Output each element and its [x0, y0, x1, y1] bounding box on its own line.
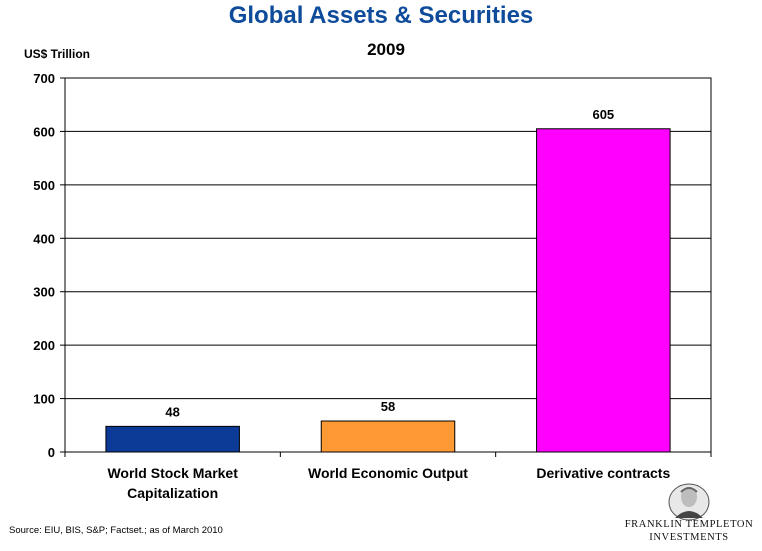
y-tick-label: 500	[33, 178, 55, 193]
y-tick-label: 200	[33, 338, 55, 353]
chart-title: Global Assets & Securities	[228, 2, 534, 29]
bar-chart: 0 100 200 300 400 500 600 700 48 World Stock Mark…	[33, 71, 712, 501]
x-category-label: World Economic Output	[308, 465, 468, 481]
x-category-label: Capitalization	[127, 485, 218, 501]
y-tick-label: 700	[33, 71, 55, 86]
y-tick-label: 600	[33, 124, 55, 139]
logo-text-line1: FRANKLIN TEMPLETON	[624, 519, 754, 530]
y-tick-label: 100	[33, 392, 55, 407]
chart-subtitle: 2009	[367, 40, 405, 59]
y-tick-label: 0	[48, 445, 55, 460]
data-label: 58	[381, 399, 395, 414]
y-tick-label: 400	[33, 231, 55, 246]
y-tick-label: 300	[33, 285, 55, 300]
franklin-portrait-icon	[668, 483, 710, 520]
franklin-templeton-logo: FRANKLIN TEMPLETON INVESTMENTS	[620, 480, 758, 548]
source-note: Source: EIU, BIS, S&P; Factset.; as of M…	[9, 525, 223, 536]
x-category-label: World Stock Market	[107, 465, 238, 481]
bar	[320, 420, 456, 453]
logo-text-line2: INVESTMENTS	[649, 532, 729, 543]
data-label: 605	[592, 107, 614, 122]
x-category-label: Derivative contracts	[536, 465, 670, 481]
bar	[105, 425, 240, 453]
y-axis-unit-label: US$ Trillion	[24, 47, 91, 61]
data-label: 48	[165, 404, 179, 419]
bar	[536, 128, 671, 453]
